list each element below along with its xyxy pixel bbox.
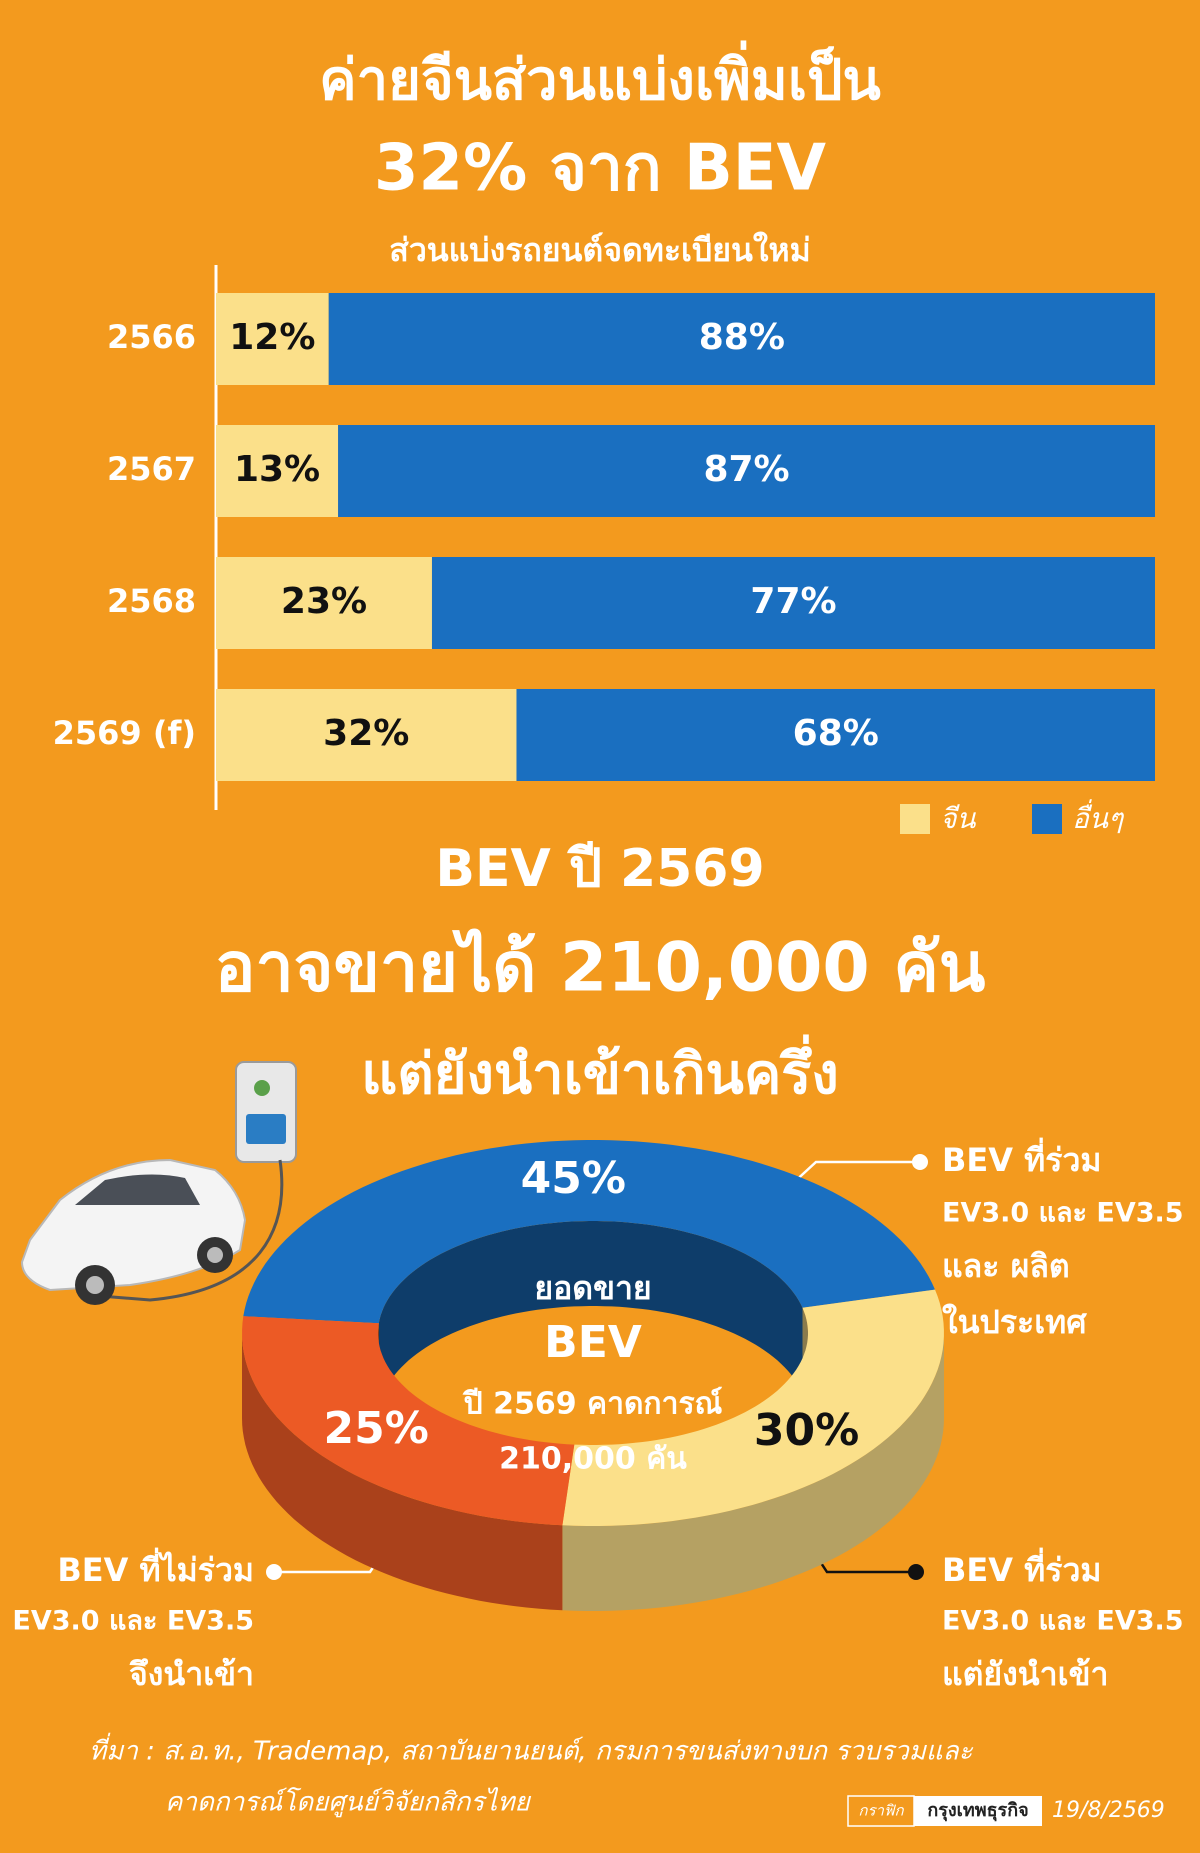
- center-label: 210,000 คัน: [499, 1442, 687, 1477]
- category-label: 2569 (f): [53, 714, 196, 752]
- callout-label: แต่ยังนำเข้า: [942, 1655, 1108, 1693]
- bar-segment: [338, 425, 1155, 517]
- donut-side: [242, 1333, 563, 1611]
- chart-title: BEV ปี 2569: [435, 839, 764, 899]
- chart-subtitle: ส่วนแบ่งรถยนต์จดทะเบียนใหม่: [389, 231, 810, 269]
- bar-segment: [328, 293, 1155, 385]
- callout-label: EV3.0 และ EV3.5: [942, 1606, 1184, 1637]
- callout-label: EV3.0 และ EV3.5: [12, 1606, 254, 1637]
- callout-dot: [266, 1564, 282, 1580]
- value-label: 25%: [324, 1403, 429, 1454]
- value-label: 45%: [521, 1153, 626, 1204]
- value-label: 87%: [703, 449, 789, 490]
- donut-segment: [242, 1316, 575, 1526]
- value-label: 30%: [754, 1405, 859, 1456]
- headline: 32% จาก BEV: [374, 132, 826, 206]
- date: 19/8/2569: [1052, 1798, 1165, 1823]
- credit-box: [914, 1796, 1042, 1826]
- source-note: คาดการณ์โดยศูนย์วิจัยกสิกรไทย: [165, 1787, 532, 1818]
- value-label: 13%: [234, 449, 320, 490]
- callout-dot: [912, 1154, 928, 1170]
- car-illustration: [20, 1061, 297, 1305]
- value-label: 88%: [699, 317, 785, 358]
- value-label: 23%: [281, 581, 367, 622]
- donut-segment: [243, 1140, 936, 1324]
- center-label: ยอดขาย: [534, 1269, 651, 1307]
- credit-label: กรุงเทพธุรกิจ: [927, 1800, 1028, 1822]
- callout-label: EV3.0 และ EV3.5: [942, 1198, 1184, 1229]
- donut-inner-side: [378, 1221, 803, 1409]
- callout-label: BEV ที่ร่วม: [942, 1137, 1102, 1179]
- category-label: 2567: [107, 450, 196, 488]
- callout-label: ในประเทศ: [942, 1303, 1087, 1341]
- category-label: 2566: [107, 318, 196, 356]
- center-label: ปี 2569 คาดการณ์: [462, 1387, 723, 1422]
- donut-segment: [562, 1289, 944, 1526]
- bar-segment: [216, 293, 329, 385]
- bar-segment: [431, 557, 1156, 649]
- bar-segment: [216, 425, 339, 517]
- callout-label: BEV ที่ไม่ร่วม: [57, 1547, 254, 1589]
- bar-segment: [216, 557, 432, 649]
- chart-title: อาจขายได้ 210,000 คัน: [215, 928, 986, 1008]
- headline: ค่ายจีนส่วนแบ่งเพิ่มเป็น: [319, 40, 881, 113]
- legend-label: อื่นๆ: [1072, 799, 1125, 835]
- bar-segment: [216, 689, 517, 781]
- value-label: 32%: [323, 713, 409, 754]
- center-label: BEV: [544, 1317, 642, 1368]
- legend-swatch: [1032, 804, 1062, 834]
- callout-label: BEV ที่ร่วม: [942, 1547, 1102, 1589]
- legend-label: จีน: [940, 802, 976, 835]
- category-label: 2568: [107, 582, 196, 620]
- value-label: 68%: [793, 713, 879, 754]
- chart-title: แต่ยังนำเข้าเกินครึ่ง: [361, 1034, 838, 1107]
- donut-side: [562, 1333, 944, 1611]
- value-label: 77%: [750, 581, 836, 622]
- callout-label: และ ผลิต: [942, 1247, 1070, 1285]
- source-note: ที่มา : ส.อ.ท., Trademap, สถาบันยานยนต์,…: [89, 1733, 974, 1767]
- callout-dot: [908, 1564, 924, 1580]
- callout-label: จึงนำเข้า: [129, 1655, 254, 1693]
- value-label: 12%: [229, 317, 315, 358]
- credit-label: กราฟิก: [858, 1802, 904, 1820]
- bar-segment: [516, 689, 1155, 781]
- legend-swatch: [900, 804, 930, 834]
